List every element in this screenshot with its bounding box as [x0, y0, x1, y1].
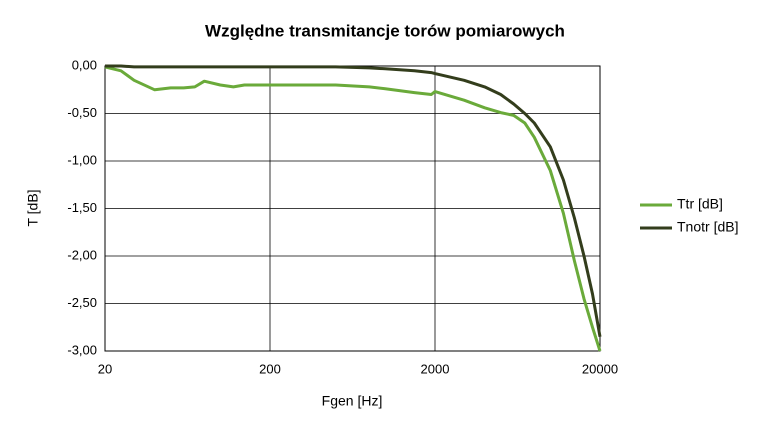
x-tick-label: 2000 [421, 361, 450, 376]
y-tick-label: -3,00 [67, 342, 97, 357]
y-tick-label: -2,50 [67, 295, 97, 310]
series-line [104, 65, 602, 352]
y-tick-label: -2,00 [67, 247, 97, 262]
y-tick-label: -1,50 [67, 200, 97, 215]
x-axis-label: Fgen [Hz] [322, 393, 383, 409]
y-axis-label: T [dB] [25, 189, 41, 226]
series-line [105, 64, 602, 338]
chart-title: Względne transmitancje torów pomiarowych [205, 21, 565, 40]
x-tick-label: 20 [98, 361, 112, 376]
legend-label: Tnotr [dB] [677, 219, 738, 235]
x-tick-label: 200 [259, 361, 281, 376]
y-tick-label: -1,00 [67, 152, 97, 167]
y-tick-label: 0,00 [72, 57, 97, 72]
legend-label: Ttr [dB] [677, 196, 723, 212]
x-tick-label: 20000 [582, 361, 618, 376]
y-tick-label: -0,50 [67, 105, 97, 120]
